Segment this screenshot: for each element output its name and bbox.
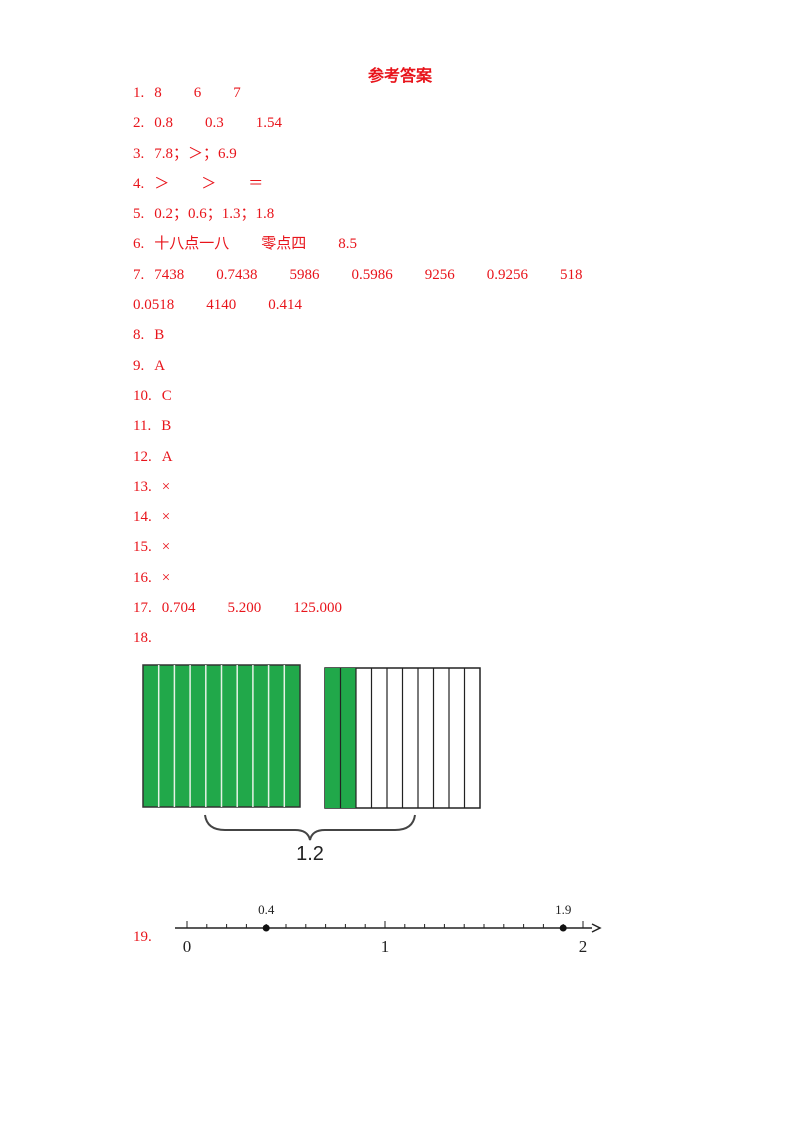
- answer-text: 1.54: [255, 115, 282, 132]
- answer-text: 零点四: [261, 236, 307, 253]
- answer-number: 7.: [133, 266, 145, 283]
- number-line: 0 1 2 0.4 1.9: [175, 902, 602, 956]
- answer-row: 8. B: [133, 320, 615, 350]
- answer-number: 18.: [133, 630, 152, 647]
- axis-label: 0: [183, 937, 192, 956]
- arrow: [591, 923, 602, 933]
- answer-text: ＝: [248, 175, 264, 192]
- question-number: 19.: [133, 929, 152, 945]
- answer-text: 0.5986: [351, 266, 393, 283]
- axis-label: 2: [579, 937, 588, 956]
- answer-text: 0.7438: [216, 266, 258, 283]
- answer-text: ＞: [154, 175, 170, 192]
- answer-text: 0.2；0.6；1.3；1.8: [154, 206, 275, 223]
- answer-text: 518: [560, 266, 583, 283]
- axis-label: 1: [381, 937, 390, 956]
- answer-row: 13. ×: [133, 472, 615, 502]
- figure-18: 1.2: [142, 664, 481, 865]
- answer-number: 16.: [133, 569, 152, 586]
- answer-row: 0.0518 4140 0.414: [133, 290, 615, 320]
- answer-row: 7. 7438 0.7438 5986 0.5986 9256 0.9256 518: [133, 260, 615, 290]
- answer-text: C: [161, 387, 172, 404]
- answer-row: 5. 0.2；0.6；1.3；1.8: [133, 199, 615, 229]
- answer-row: 2. 0.8 0.3 1.54: [133, 108, 615, 138]
- answer-text: 0.3: [205, 115, 224, 132]
- answer-number: 4.: [133, 175, 145, 192]
- answer-text: A: [154, 357, 166, 374]
- answer-number: 5.: [133, 206, 145, 223]
- answer-text: 5986: [289, 266, 320, 283]
- answer-row: 14. ×: [133, 502, 615, 532]
- answer-text: ×: [161, 539, 171, 556]
- answer-text: ×: [161, 509, 171, 526]
- answer-number: 6.: [133, 236, 145, 253]
- answer-text: A: [161, 448, 173, 465]
- answer-text: 5.200: [227, 600, 262, 617]
- answer-text: B: [161, 418, 172, 435]
- answer-text: 6: [193, 85, 202, 101]
- answer-row: 1. 8 6 7: [133, 78, 615, 108]
- brace-label: 1.2: [296, 843, 324, 865]
- answer-text: ＞: [201, 175, 217, 192]
- answer-text: 0.8: [154, 115, 173, 132]
- answer-text: 0.704: [161, 600, 196, 617]
- answer-row: 4. ＞ ＞ ＝: [133, 169, 615, 199]
- answer-list: 1. 8 6 7 2. 0.8 0.3 1.54 3. 7.8；＞；6.9 4. ＞ ＞ ＝ 5. 0.2；0…: [133, 78, 615, 654]
- answer-row: 9. A: [133, 351, 615, 381]
- answer-number: 2.: [133, 115, 145, 132]
- answer-text: 8: [154, 85, 162, 101]
- answer-number: 14.: [133, 509, 152, 526]
- answer-text: 0.414: [268, 297, 302, 314]
- answer-number: 3.: [133, 145, 145, 162]
- answer-text: B: [154, 327, 165, 344]
- answer-row: 3. 7.8；＞；6.9: [133, 139, 615, 169]
- answer-text: 十八点一八: [154, 236, 230, 253]
- point: [262, 924, 270, 932]
- answer-text: 4140: [206, 297, 237, 314]
- answer-number: 9.: [133, 357, 145, 374]
- answer-number: 10.: [133, 387, 152, 404]
- answer-row: 15. ×: [133, 532, 615, 562]
- answer-number: 13.: [133, 478, 152, 495]
- answer-text: 0.9256: [486, 266, 528, 283]
- answer-number: 1.: [133, 85, 145, 101]
- answer-row: 11. B: [133, 411, 615, 441]
- point: [559, 924, 567, 932]
- brace: [204, 814, 416, 841]
- point-label: 1.9: [555, 902, 571, 917]
- answer-number: 8.: [133, 327, 145, 344]
- answer-text: 7.8；＞；6.9: [154, 145, 237, 162]
- answer-number: 12.: [133, 448, 152, 465]
- answer-text: 9256: [424, 266, 455, 283]
- answer-text: 7438: [154, 266, 185, 283]
- answer-text: ×: [161, 569, 171, 586]
- answer-row: 12. A: [133, 442, 615, 472]
- answer-row: 6. 十八点一八 零点四 8.5: [133, 229, 615, 259]
- answer-number: 17.: [133, 600, 152, 617]
- answer-text: ×: [161, 478, 171, 495]
- answer-number: 11.: [133, 418, 152, 435]
- answer-row: 16. ×: [133, 563, 615, 593]
- answer-text: 7: [233, 85, 241, 101]
- answer-text: 125.000: [293, 600, 342, 617]
- title: 参考答案: [367, 68, 432, 85]
- answer-row: 10. C: [133, 381, 615, 411]
- answer-row: 18.: [133, 623, 615, 653]
- answer-text: 0.0518: [133, 297, 175, 314]
- point-label: 0.4: [258, 902, 275, 917]
- answer-number: 15.: [133, 539, 152, 556]
- answer-row: 17. 0.704 5.200 125.000: [133, 593, 615, 623]
- answer-text: 8.5: [338, 236, 358, 253]
